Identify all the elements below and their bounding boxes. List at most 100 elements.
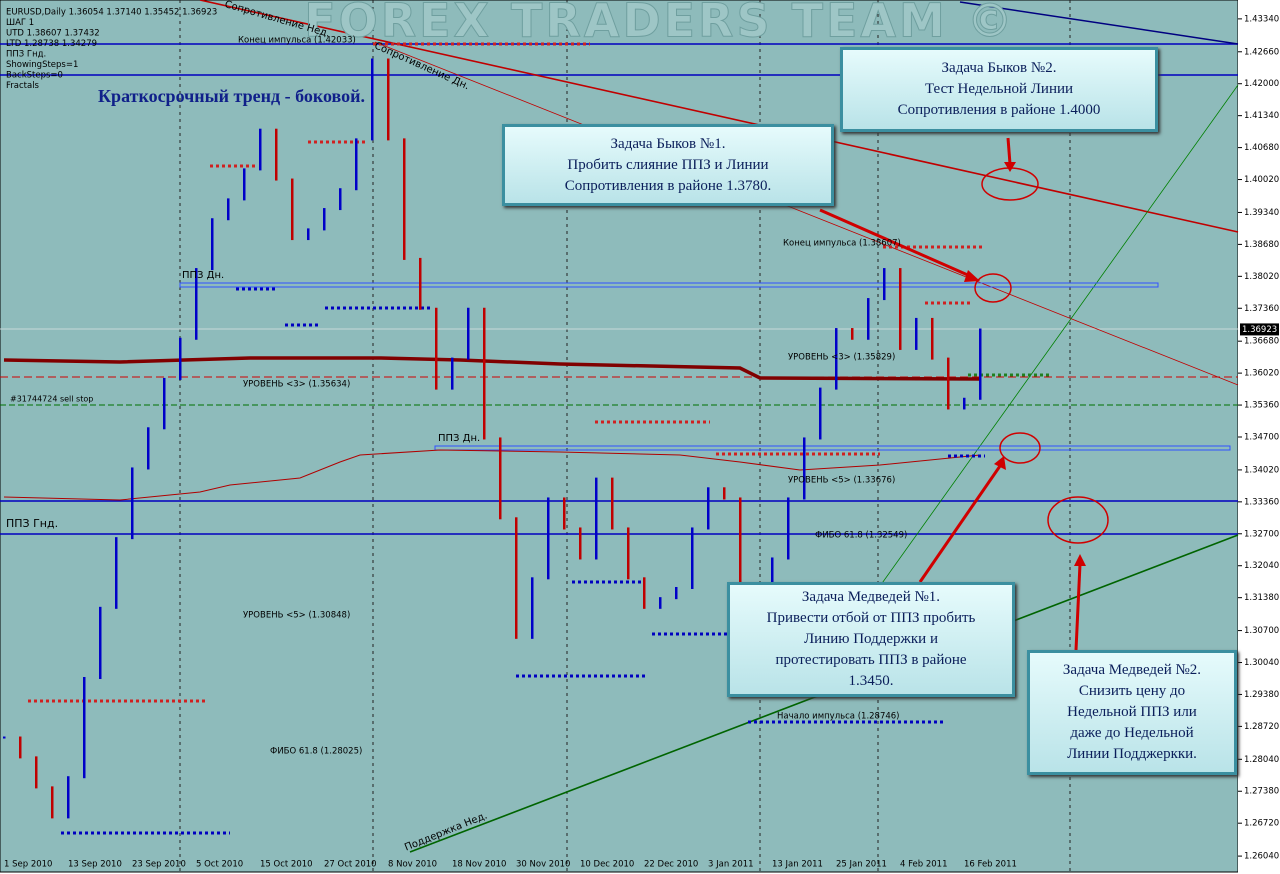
candle — [643, 577, 646, 609]
y-tick-label: 1.40680 — [1244, 143, 1279, 153]
candle — [483, 307, 486, 440]
x-tick-label: 13 Sep 2010 — [68, 860, 122, 870]
annotation-line: Задача Медведей №1. — [801, 589, 941, 605]
level-label: УРОВЕНЬ <5> (1.33676) — [788, 476, 895, 486]
info-line: ShowingSteps=1 — [6, 60, 78, 70]
candle — [595, 477, 598, 560]
candle — [819, 387, 822, 440]
info-line: LTD 1.28738 1.34279 — [6, 39, 97, 49]
candle — [355, 138, 358, 191]
candle — [259, 128, 262, 171]
x-tick-label: 18 Nov 2010 — [452, 860, 506, 870]
y-tick-label: 1.28720 — [1244, 722, 1279, 732]
candle — [931, 317, 934, 360]
last-price-label: 1.36923 — [1242, 325, 1277, 335]
candle — [515, 517, 518, 639]
price-axis — [1238, 0, 1280, 874]
watermark: FOREX TRADERS TEAM © — [304, 0, 1016, 48]
candle — [243, 168, 246, 201]
y-tick-label: 1.27380 — [1244, 787, 1279, 797]
annotation-line: Привести отбой от ППЗ пробить — [766, 610, 976, 626]
info-line: ППЗ Гнд. — [6, 50, 46, 60]
x-tick-label: 10 Dec 2010 — [580, 860, 634, 870]
x-tick-label: 1 Sep 2010 — [4, 860, 52, 870]
candle — [835, 328, 838, 390]
x-tick-label: 5 Oct 2010 — [196, 860, 243, 870]
y-tick-label: 1.34700 — [1244, 433, 1279, 443]
annotation-line: 1.3450. — [848, 673, 894, 689]
candle — [387, 58, 390, 141]
chart-title: Краткосрочный тренд - боковой. — [98, 86, 365, 106]
candle — [227, 198, 230, 221]
candle — [707, 487, 710, 530]
y-tick-label: 1.33360 — [1244, 497, 1279, 507]
x-tick-label: 25 Jan 2011 — [836, 860, 887, 870]
annotation-line: Снизить цену до — [1078, 683, 1186, 699]
x-tick-label: 15 Oct 2010 — [260, 860, 313, 870]
y-tick-label: 1.38020 — [1244, 272, 1279, 282]
annotation-box: Задача Быков №1. Пробить слияние ППЗ и Ли… — [502, 124, 834, 206]
candle — [563, 497, 566, 530]
y-tick-label: 1.36680 — [1244, 337, 1279, 347]
candle — [51, 786, 54, 819]
candle — [67, 776, 70, 819]
annotation-line: Тест Недельной Линии — [924, 81, 1074, 97]
trend-lines — [0, 0, 1239, 853]
y-tick-label: 1.36020 — [1244, 369, 1279, 379]
y-tick-label: 1.26040 — [1244, 852, 1279, 862]
level-label: #31744724 sell stop — [10, 395, 93, 404]
annotation-line: Задача Быков №2. — [941, 60, 1057, 76]
candle — [435, 307, 438, 390]
level-label: УРОВЕНЬ <5> (1.30848) — [243, 611, 350, 621]
annotation-line: Недельной ППЗ или — [1067, 704, 1197, 720]
annotation-line: Линии Подджеркки. — [1067, 746, 1197, 762]
candle — [579, 527, 582, 560]
y-tick-label: 1.35360 — [1244, 401, 1279, 411]
y-tick-label: 1.30700 — [1244, 626, 1279, 636]
candle — [307, 228, 310, 241]
x-tick-label: 22 Dec 2010 — [644, 860, 698, 870]
y-tick-label: 1.32040 — [1244, 561, 1279, 571]
candle — [115, 537, 118, 609]
candle — [131, 467, 134, 540]
level-label: ППЗ Дн. — [438, 433, 480, 444]
level-label: ФИБО 61.8 (1.32549) — [815, 531, 907, 541]
candle — [371, 58, 374, 141]
y-tick-label: 1.29380 — [1244, 690, 1279, 700]
candle — [979, 328, 982, 400]
candle — [675, 586, 678, 600]
x-tick-label: 3 Jan 2011 — [708, 860, 754, 870]
candle — [291, 178, 294, 241]
candle — [211, 218, 214, 271]
y-tick-label: 1.41340 — [1244, 111, 1279, 121]
info-line: EURUSD,Daily 1.36054 1.37140 1.35452 1.3… — [6, 8, 217, 18]
y-tick-label: 1.42000 — [1244, 79, 1279, 89]
annotation-box: Задача Медведей №1. Привести отбой от ППЗ… — [727, 582, 1015, 697]
period-separators — [179, 0, 1071, 872]
y-tick-label: 1.26720 — [1244, 819, 1279, 829]
x-tick-label: 27 Oct 2010 — [324, 860, 377, 870]
annotation-line: Задача Медведей №2. — [1062, 662, 1202, 678]
candle — [627, 527, 630, 580]
candle — [99, 606, 102, 680]
annotation-line: Сопротивления в районе 1.4000 — [897, 102, 1101, 118]
candle — [947, 357, 950, 410]
candle — [323, 208, 326, 231]
candle — [723, 487, 726, 500]
info-line: ШАГ 1 — [6, 18, 34, 28]
x-tick-label: 30 Nov 2010 — [516, 860, 570, 870]
candle — [163, 377, 166, 430]
candle — [195, 268, 198, 340]
candle — [339, 188, 342, 211]
info-line: UTD 1.38607 1.37432 — [6, 29, 100, 39]
candle — [3, 736, 6, 739]
y-tick-label: 1.30040 — [1244, 658, 1279, 668]
info-line: Fractals — [6, 81, 40, 91]
candle — [451, 357, 454, 390]
annotation-line: даже до Недельной — [1070, 725, 1194, 741]
candle — [275, 128, 278, 181]
level-label: Конец импульса (1.42033) — [238, 36, 356, 46]
level-label: УРОВЕНЬ <3> (1.35829) — [788, 353, 895, 363]
candle — [883, 268, 886, 301]
